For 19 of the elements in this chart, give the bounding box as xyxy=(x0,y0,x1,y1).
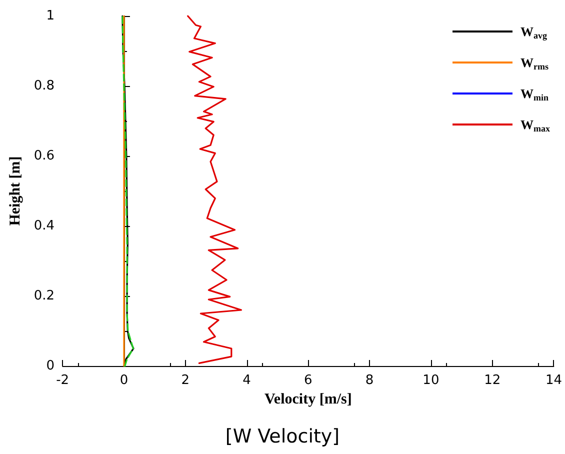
x-tick-label: -2 xyxy=(56,373,70,388)
x-tick-label: 14 xyxy=(545,373,562,388)
y-tick-label: 0.4 xyxy=(34,218,55,234)
x-tick-label: 10 xyxy=(422,373,440,388)
y-tick-label: 0.6 xyxy=(34,148,55,164)
x-tick-label: 12 xyxy=(484,373,501,388)
y-tick-label: 0.2 xyxy=(34,288,55,304)
x-axis-title: Velocity [m/s] xyxy=(264,391,352,408)
x-tick-label: 2 xyxy=(181,373,190,388)
y-axis-title: Height [m] xyxy=(8,156,24,226)
line-series xyxy=(187,15,242,364)
x-tick-label: 4 xyxy=(242,373,251,388)
x-tick-label: 8 xyxy=(365,373,374,388)
y-tick-label: 1 xyxy=(46,8,55,24)
y-tick-label: 0 xyxy=(46,358,55,374)
x-tick-label: 6 xyxy=(304,373,312,388)
text: [W Velocity] xyxy=(225,426,340,448)
x-tick-label: 0 xyxy=(120,373,128,388)
y-tick-label: 0.8 xyxy=(34,78,55,94)
